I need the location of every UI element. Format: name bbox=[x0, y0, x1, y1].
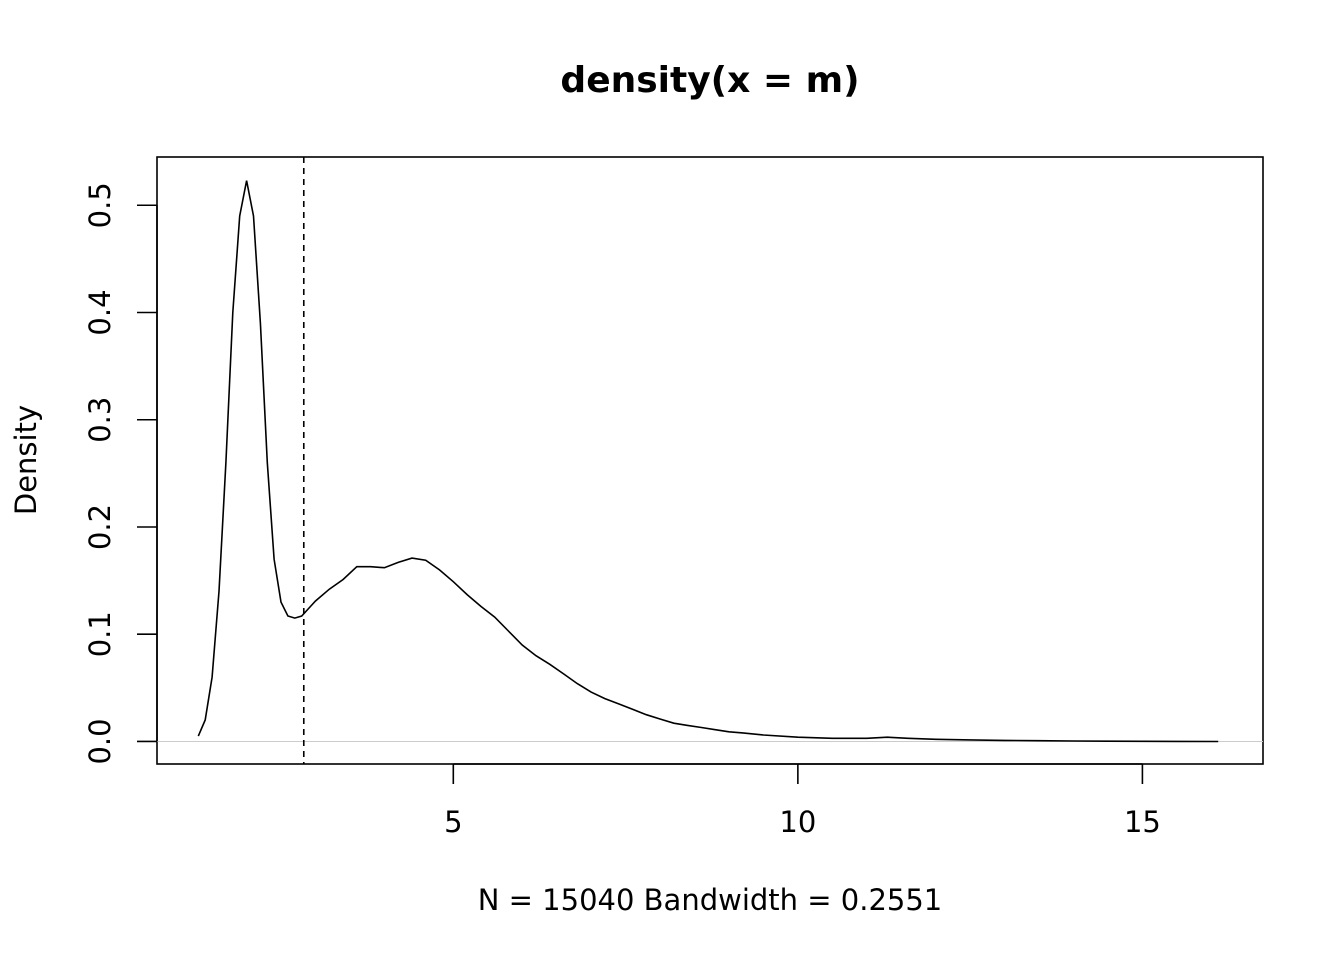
density-curve bbox=[197, 180, 1219, 743]
x-tick-label: 5 bbox=[444, 805, 462, 839]
chart-title: density(x = m) bbox=[560, 60, 859, 101]
y-tick-label: 0.4 bbox=[83, 289, 117, 335]
plot-area-frame bbox=[156, 156, 1264, 765]
x-axis-label: N = 15040 Bandwidth = 0.2551 bbox=[478, 883, 943, 917]
x-tick-label: 15 bbox=[1124, 805, 1161, 839]
y-axis-label: Density bbox=[9, 405, 43, 515]
y-tick-label: 0.3 bbox=[83, 397, 117, 443]
y-tick-label: 0.5 bbox=[83, 182, 117, 228]
x-axis: 5 10 15 bbox=[444, 763, 1161, 839]
y-tick-label: 0.0 bbox=[83, 718, 117, 764]
y-axis: 0.0 0.1 0.2 0.3 0.4 0.5 bbox=[83, 182, 158, 765]
y-tick-label: 0.2 bbox=[83, 504, 117, 550]
y-tick-label: 0.1 bbox=[83, 611, 117, 657]
x-tick-label: 10 bbox=[779, 805, 816, 839]
